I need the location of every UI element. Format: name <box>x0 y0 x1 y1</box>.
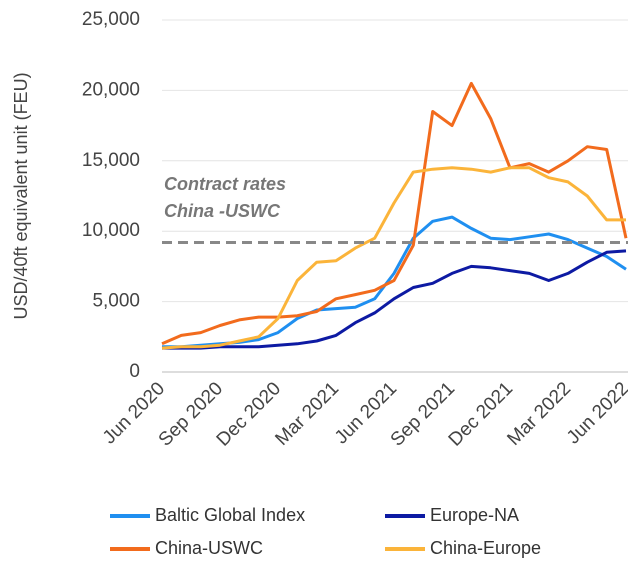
y-axis-label: USD/40ft equivalent unit (FEU) <box>11 72 31 319</box>
x-tick-label: Mar 2021 <box>271 378 343 450</box>
y-tick-label: 0 <box>129 361 140 382</box>
y-tick-label: 5,000 <box>92 291 140 312</box>
series-line <box>161 81 628 346</box>
series-line <box>162 249 627 350</box>
legend-label: China-USWC <box>155 538 263 558</box>
x-tick-label: Dec 2021 <box>445 378 517 450</box>
x-tick-label: Mar 2022 <box>503 378 575 450</box>
y-tick-label: 25,000 <box>82 9 140 30</box>
annotation: China -USWC <box>164 201 281 221</box>
y-tick-label: 20,000 <box>82 79 140 100</box>
annotation: Contract rates <box>164 174 286 194</box>
x-tick-label: Jun 2022 <box>563 378 628 448</box>
legend-label: Europe-NA <box>430 505 519 525</box>
legend-label: Baltic Global Index <box>155 505 305 525</box>
x-tick-label: Dec 2020 <box>213 378 285 450</box>
y-tick-label: 15,000 <box>82 150 140 171</box>
legend-label: China-Europe <box>430 538 541 558</box>
y-tick-label: 10,000 <box>82 220 140 241</box>
series-line <box>161 166 626 350</box>
